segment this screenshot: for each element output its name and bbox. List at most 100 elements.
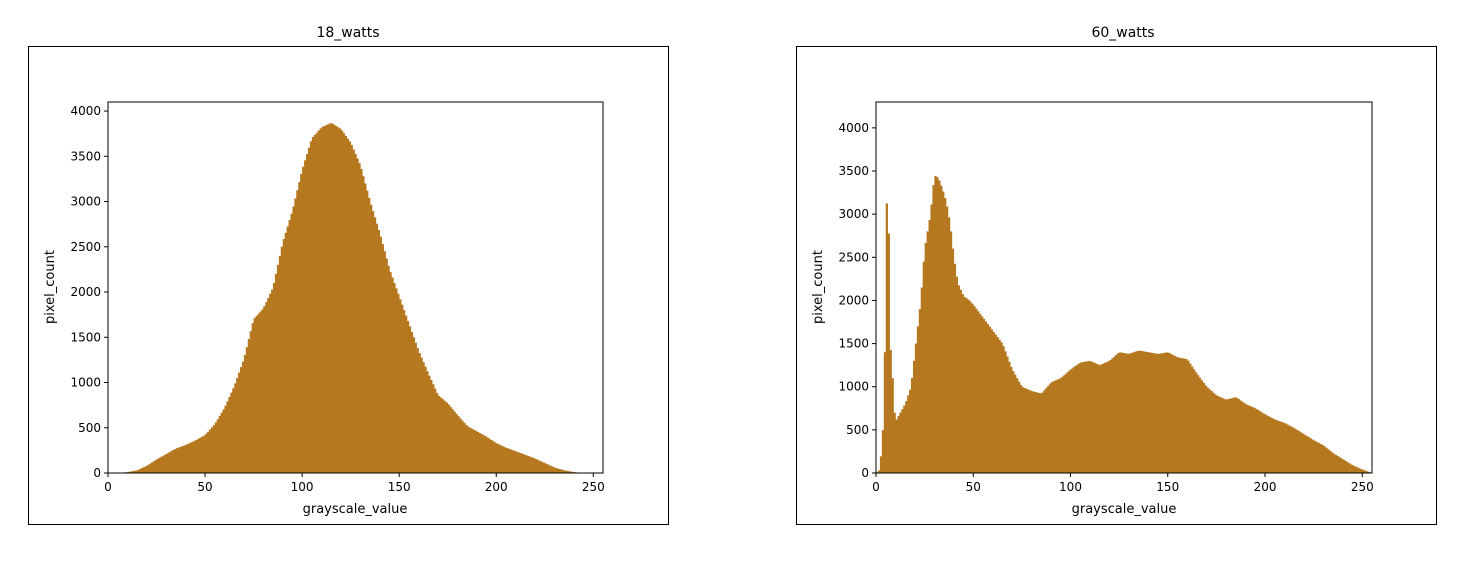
- histogram-bar: [1027, 389, 1030, 473]
- histogram-bar: [210, 427, 214, 473]
- histogram-bar: [465, 424, 468, 473]
- histogram-bar: [914, 343, 918, 473]
- x-tick-label: 100: [291, 480, 314, 494]
- histogram-bar: [1169, 353, 1172, 473]
- histogram-bar: [389, 272, 392, 473]
- histogram-bar: [916, 326, 920, 473]
- histogram-bar: [570, 471, 573, 473]
- y-tick-label: 3500: [838, 164, 869, 178]
- histogram-bar: [969, 301, 972, 473]
- histogram-bar: [133, 470, 136, 473]
- histogram-bar: [891, 378, 894, 473]
- histogram-bar: [395, 288, 398, 473]
- histogram-bar: [259, 311, 262, 473]
- histogram-bar: [1124, 353, 1128, 473]
- histogram-bar: [472, 429, 476, 473]
- histogram-bar: [434, 388, 437, 473]
- histogram-bar: [1307, 437, 1311, 473]
- histogram-bar: [513, 450, 516, 473]
- chart-title: 18_watts: [316, 25, 379, 41]
- histogram-bar: [877, 470, 881, 473]
- histogram-bar: [1193, 369, 1196, 473]
- histogram-bar: [1173, 355, 1176, 473]
- histogram-bar: [926, 231, 929, 473]
- histogram-bar: [1204, 385, 1207, 473]
- histogram-bar: [205, 433, 208, 473]
- histogram-bar: [537, 459, 540, 473]
- histogram-bar: [439, 397, 443, 473]
- histogram-bar: [288, 220, 291, 473]
- histogram-bar: [1097, 364, 1100, 473]
- histogram-bar: [517, 452, 520, 473]
- histogram-bar: [1054, 380, 1058, 473]
- histogram-bar: [391, 277, 394, 473]
- histogram-bar: [354, 154, 357, 473]
- histogram-bar: [546, 464, 549, 473]
- histogram-bar: [1333, 453, 1336, 473]
- histogram-bar: [1019, 385, 1023, 473]
- histogram-bar: [930, 204, 933, 473]
- histogram-bar: [321, 126, 324, 473]
- histogram-bar: [1210, 391, 1213, 473]
- histogram-bar: [996, 337, 999, 473]
- histogram-bar: [240, 367, 243, 473]
- histogram-bar: [535, 458, 538, 473]
- histogram-bar: [1008, 361, 1011, 473]
- histogram-bar: [986, 324, 990, 473]
- histogram-bar: [1257, 410, 1260, 473]
- histogram-bar: [1323, 446, 1326, 473]
- histogram-bar: [1319, 443, 1322, 473]
- histogram-bar: [232, 388, 235, 473]
- histogram-bar: [459, 418, 462, 473]
- histogram-bar: [1313, 440, 1316, 473]
- histogram-bar: [1185, 358, 1188, 473]
- histogram-bar: [139, 468, 142, 473]
- histogram-bar: [174, 449, 177, 473]
- histogram-bar: [895, 419, 898, 473]
- y-tick-label: 2000: [70, 285, 101, 299]
- histogram-bar: [1348, 463, 1351, 473]
- histogram-bar: [992, 331, 995, 473]
- histogram-bar: [1189, 363, 1192, 473]
- histogram-bar: [463, 422, 466, 473]
- y-tick-label: 1000: [838, 380, 869, 394]
- histogram-bar: [1105, 362, 1108, 473]
- histogram-bar: [282, 239, 285, 473]
- x-tick-label: 150: [388, 480, 411, 494]
- histogram-bar: [1111, 358, 1114, 473]
- histogram-bar: [1023, 388, 1027, 473]
- histogram-bar: [1228, 398, 1231, 473]
- histogram-bar: [131, 471, 134, 473]
- histogram-bar: [451, 409, 454, 473]
- histogram-bar: [1327, 449, 1330, 473]
- histogram-bar: [560, 469, 563, 473]
- histogram-bar: [1350, 464, 1353, 473]
- histogram-bar: [175, 448, 179, 473]
- x-axis-label: grayscale_value: [1072, 502, 1177, 517]
- histogram-bar: [944, 197, 947, 474]
- histogram-bar: [197, 438, 200, 473]
- histogram-bar: [1123, 353, 1126, 473]
- histogram-bar: [1029, 390, 1032, 473]
- histogram-bar: [1268, 416, 1272, 473]
- histogram-bar: [1305, 435, 1309, 473]
- histogram-bar: [1342, 459, 1346, 473]
- histogram-bar: [224, 405, 227, 473]
- histogram-bar: [238, 372, 241, 473]
- histogram-bar: [1039, 393, 1042, 473]
- histogram-bar: [905, 401, 908, 473]
- histogram-bar: [1154, 353, 1157, 473]
- histogram-bar: [1340, 458, 1344, 473]
- histogram-bar: [137, 469, 140, 473]
- y-tick-label: 3500: [70, 149, 101, 163]
- y-tick-label: 3000: [70, 195, 101, 209]
- histogram-bar: [445, 402, 448, 473]
- histogram-bar: [426, 371, 429, 473]
- histogram-bar: [957, 285, 960, 473]
- histogram-bar: [263, 306, 266, 473]
- histogram-bar: [333, 124, 336, 474]
- histogram-bar: [496, 443, 499, 473]
- histogram-bar: [447, 404, 450, 473]
- histogram-bar: [422, 362, 425, 473]
- histogram-bar: [1152, 353, 1155, 473]
